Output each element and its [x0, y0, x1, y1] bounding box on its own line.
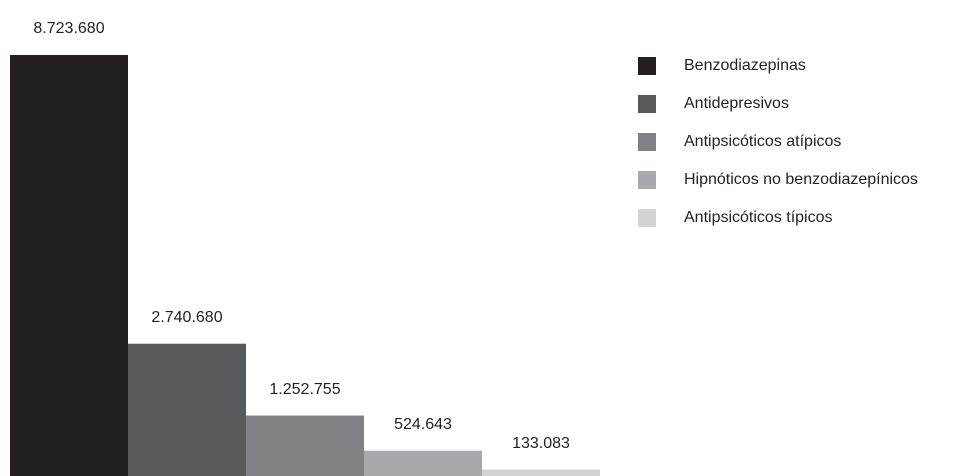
value-label: 8.723.680: [33, 20, 104, 37]
bar: [364, 450, 482, 476]
bar: [482, 469, 600, 476]
value-label: 524.643: [394, 416, 452, 433]
value-label: 2.740.680: [151, 309, 222, 326]
legend-label: Hipnóticos no benzodiazepínicos: [684, 171, 918, 188]
legend-label: Antipsicóticos típicos: [684, 209, 833, 226]
value-label: 133.083: [512, 435, 570, 452]
legend-swatch: [638, 57, 656, 75]
legend-swatch: [638, 209, 656, 227]
value-label: 1.252.755: [269, 381, 340, 398]
legend-label: Benzodiazepinas: [684, 57, 806, 74]
legend-swatch: [638, 95, 656, 113]
legend-label: Antipsicóticos atípicos: [684, 133, 841, 150]
bar: [128, 343, 246, 476]
legend-swatch: [638, 133, 656, 151]
bar: [10, 55, 128, 476]
legend-label: Antidepresivos: [684, 95, 789, 112]
bar: [246, 415, 364, 476]
legend-swatch: [638, 171, 656, 189]
